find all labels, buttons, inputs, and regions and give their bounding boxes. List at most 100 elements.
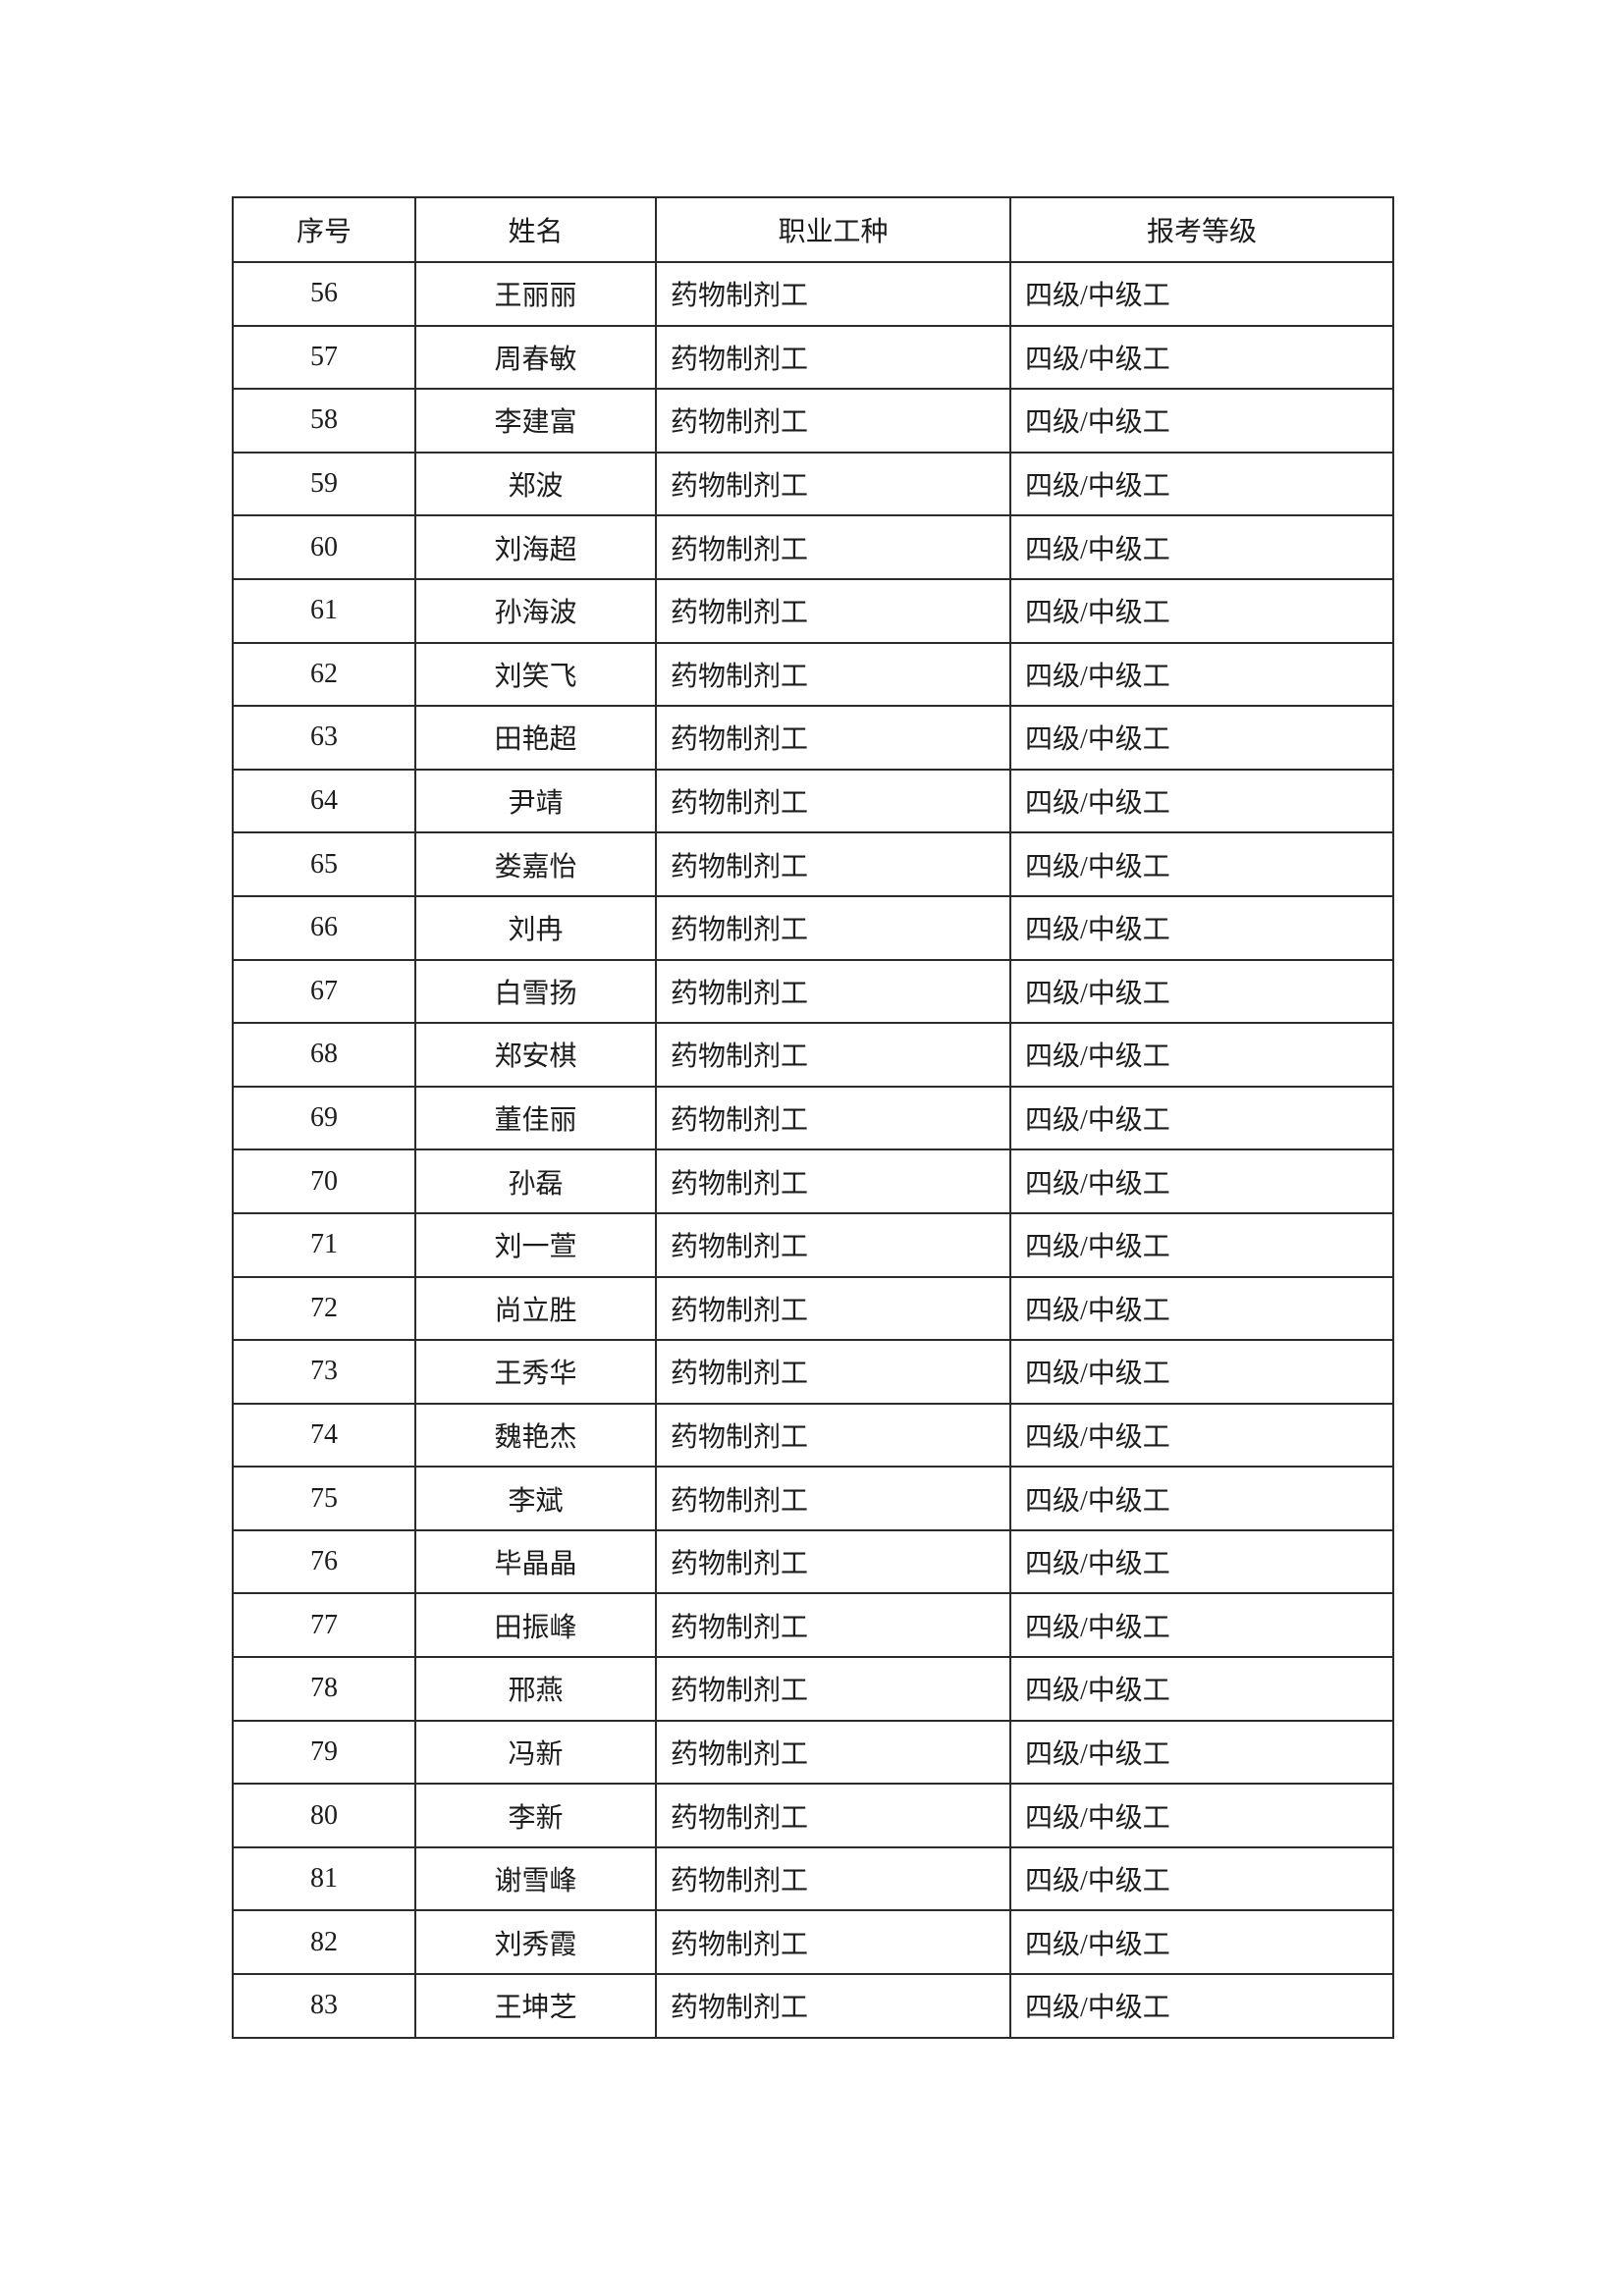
table-row: 75 李斌 药物制剂工 四级/中级工: [232, 1466, 1394, 1531]
cell-occupation: 药物制剂工: [655, 1085, 1011, 1151]
cell-serial-number: 67: [232, 958, 416, 1025]
cell-exam-level: 四级/中级工: [1009, 1528, 1394, 1595]
cell-occupation: 药物制剂工: [655, 705, 1011, 771]
cell-serial-number: 73: [232, 1339, 416, 1405]
cell-serial-number: 78: [232, 1656, 416, 1722]
cell-occupation: 药物制剂工: [655, 1148, 1011, 1214]
cell-exam-level: 四级/中级工: [1009, 577, 1394, 644]
cell-serial-number: 63: [232, 705, 416, 771]
header-cell-serial: 序号: [232, 196, 416, 263]
cell-serial-number: 75: [232, 1466, 416, 1531]
table-row: 68 郑安棋 药物制剂工 四级/中级工: [232, 1022, 1394, 1088]
cell-serial-number: 60: [232, 514, 416, 580]
cell-occupation: 药物制剂工: [655, 1466, 1011, 1531]
cell-serial-number: 81: [232, 1845, 416, 1912]
table-row: 57 周春敏 药物制剂工 四级/中级工: [232, 324, 1394, 391]
table-row: 69 董佳丽 药物制剂工 四级/中级工: [232, 1085, 1394, 1151]
cell-serial-number: 62: [232, 641, 416, 708]
table-row: 59 郑波 药物制剂工 四级/中级工: [232, 451, 1394, 517]
cell-exam-level: 四级/中级工: [1009, 1973, 1394, 2039]
cell-serial-number: 64: [232, 768, 416, 834]
cell-exam-level: 四级/中级工: [1009, 1909, 1394, 1976]
cell-exam-level: 四级/中级工: [1009, 1339, 1394, 1405]
cell-serial-number: 76: [232, 1528, 416, 1595]
cell-occupation: 药物制剂工: [655, 894, 1011, 961]
cell-candidate-name: 李建富: [414, 388, 657, 454]
cell-serial-number: 65: [232, 831, 416, 897]
cell-candidate-name: 孙海波: [414, 577, 657, 644]
cell-serial-number: 56: [232, 261, 416, 327]
cell-occupation: 药物制剂工: [655, 1528, 1011, 1595]
table-row: 82 刘秀霞 药物制剂工 四级/中级工: [232, 1909, 1394, 1976]
cell-occupation: 药物制剂工: [655, 451, 1011, 517]
table-row: 73 王秀华 药物制剂工 四级/中级工: [232, 1339, 1394, 1405]
cell-candidate-name: 田振峰: [414, 1592, 657, 1659]
table-row: 61 孙海波 药物制剂工 四级/中级工: [232, 577, 1394, 644]
header-cell-level: 报考等级: [1009, 196, 1394, 263]
table-row: 80 李新 药物制剂工 四级/中级工: [232, 1783, 1394, 1848]
cell-exam-level: 四级/中级工: [1009, 958, 1394, 1025]
table-row: 62 刘笑飞 药物制剂工 四级/中级工: [232, 641, 1394, 708]
cell-exam-level: 四级/中级工: [1009, 451, 1394, 517]
cell-occupation: 药物制剂工: [655, 831, 1011, 897]
cell-occupation: 药物制剂工: [655, 1402, 1011, 1468]
cell-occupation: 药物制剂工: [655, 388, 1011, 454]
cell-exam-level: 四级/中级工: [1009, 1148, 1394, 1214]
cell-occupation: 药物制剂工: [655, 768, 1011, 834]
cell-exam-level: 四级/中级工: [1009, 1402, 1394, 1468]
cell-serial-number: 77: [232, 1592, 416, 1659]
cell-candidate-name: 刘一萱: [414, 1211, 657, 1278]
table-row: 70 孙磊 药物制剂工 四级/中级工: [232, 1148, 1394, 1214]
cell-candidate-name: 董佳丽: [414, 1085, 657, 1151]
cell-serial-number: 66: [232, 894, 416, 961]
cell-candidate-name: 尚立胜: [414, 1275, 657, 1342]
cell-occupation: 药物制剂工: [655, 1973, 1011, 2039]
cell-exam-level: 四级/中级工: [1009, 1719, 1394, 1786]
cell-exam-level: 四级/中级工: [1009, 388, 1394, 454]
cell-candidate-name: 娄嘉怡: [414, 831, 657, 897]
cell-candidate-name: 刘秀霞: [414, 1909, 657, 1976]
cell-occupation: 药物制剂工: [655, 1275, 1011, 1342]
table-body: 56 王丽丽 药物制剂工 四级/中级工 57 周春敏 药物制剂工 四级/中级工 …: [232, 261, 1394, 2039]
table-row: 67 白雪扬 药物制剂工 四级/中级工: [232, 958, 1394, 1025]
cell-serial-number: 59: [232, 451, 416, 517]
header-row: 序号 姓名 职业工种 报考等级: [232, 196, 1394, 263]
cell-occupation: 药物制剂工: [655, 1845, 1011, 1912]
cell-exam-level: 四级/中级工: [1009, 705, 1394, 771]
table-row: 74 魏艳杰 药物制剂工 四级/中级工: [232, 1402, 1394, 1468]
cell-candidate-name: 白雪扬: [414, 958, 657, 1025]
cell-candidate-name: 孙磊: [414, 1148, 657, 1214]
cell-exam-level: 四级/中级工: [1009, 1275, 1394, 1342]
table-row: 81 谢雪峰 药物制剂工 四级/中级工: [232, 1845, 1394, 1912]
cell-serial-number: 74: [232, 1402, 416, 1468]
table-row: 72 尚立胜 药物制剂工 四级/中级工: [232, 1275, 1394, 1342]
roster-table: 序号 姓名 职业工种 报考等级 56 王丽丽 药物制剂工 四级/中级工 57 周…: [232, 196, 1394, 2039]
cell-occupation: 药物制剂工: [655, 1656, 1011, 1722]
cell-candidate-name: 郑安棋: [414, 1022, 657, 1088]
cell-exam-level: 四级/中级工: [1009, 1211, 1394, 1278]
cell-occupation: 药物制剂工: [655, 1211, 1011, 1278]
cell-occupation: 药物制剂工: [655, 261, 1011, 327]
cell-candidate-name: 王坤芝: [414, 1973, 657, 2039]
cell-serial-number: 69: [232, 1085, 416, 1151]
cell-exam-level: 四级/中级工: [1009, 1592, 1394, 1659]
table-row: 60 刘海超 药物制剂工 四级/中级工: [232, 514, 1394, 580]
cell-occupation: 药物制剂工: [655, 1783, 1011, 1848]
cell-occupation: 药物制剂工: [655, 514, 1011, 580]
cell-exam-level: 四级/中级工: [1009, 641, 1394, 708]
cell-serial-number: 79: [232, 1719, 416, 1786]
table-row: 83 王坤芝 药物制剂工 四级/中级工: [232, 1973, 1394, 2039]
cell-candidate-name: 王丽丽: [414, 261, 657, 327]
cell-candidate-name: 郑波: [414, 451, 657, 517]
cell-serial-number: 72: [232, 1275, 416, 1342]
table-row: 64 尹靖 药物制剂工 四级/中级工: [232, 768, 1394, 834]
cell-serial-number: 68: [232, 1022, 416, 1088]
table-row: 71 刘一萱 药物制剂工 四级/中级工: [232, 1211, 1394, 1278]
cell-occupation: 药物制剂工: [655, 1339, 1011, 1405]
cell-exam-level: 四级/中级工: [1009, 831, 1394, 897]
cell-occupation: 药物制剂工: [655, 1909, 1011, 1976]
table-row: 65 娄嘉怡 药物制剂工 四级/中级工: [232, 831, 1394, 897]
table-row: 66 刘冉 药物制剂工 四级/中级工: [232, 894, 1394, 961]
cell-candidate-name: 周春敏: [414, 324, 657, 391]
